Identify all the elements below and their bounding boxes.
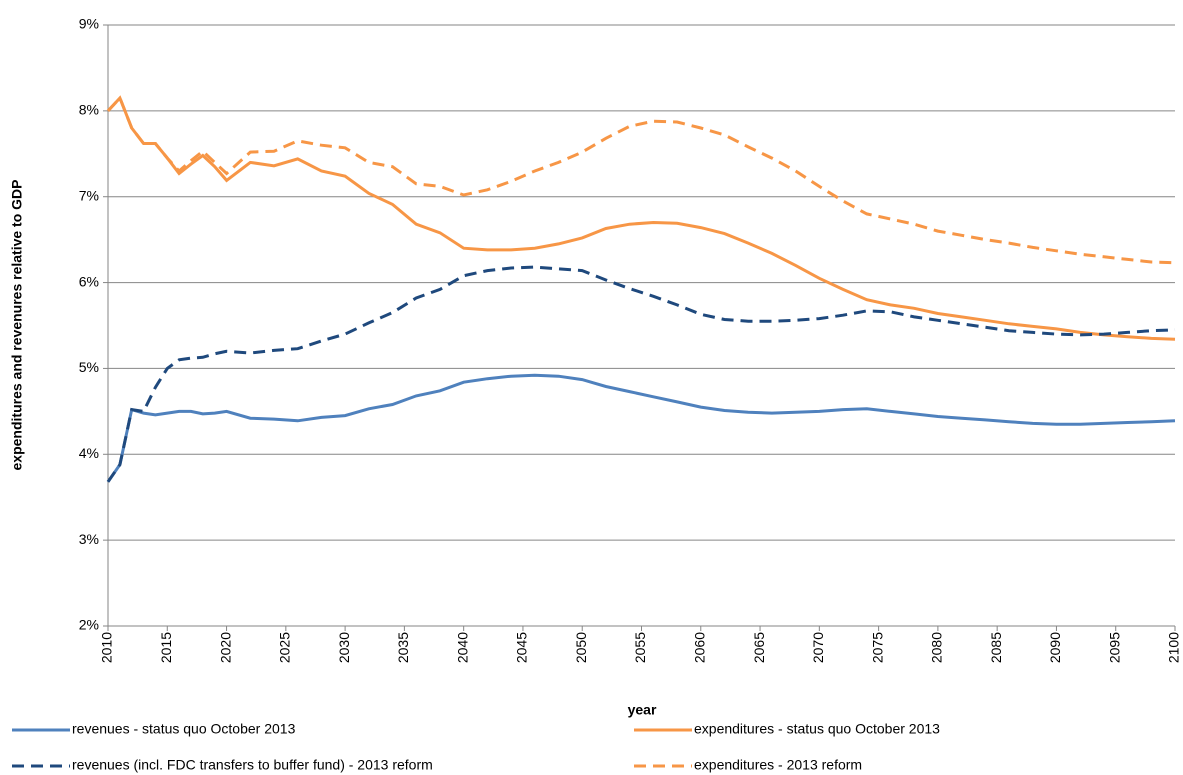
y-axis-title: expenditures and revenures relative to G… <box>9 180 25 471</box>
x-tick-label: 2095 <box>1106 632 1122 663</box>
x-tick-label: 2045 <box>514 632 530 663</box>
x-tick-label: 2100 <box>1166 632 1182 663</box>
x-tick-label: 2015 <box>158 632 174 663</box>
x-tick-label: 2060 <box>691 632 707 663</box>
y-tick-label: 9% <box>79 16 99 32</box>
legend-label: expenditures - 2013 reform <box>694 757 862 773</box>
series-line <box>106 373 1176 483</box>
series-line <box>106 95 1176 341</box>
x-tick-label: 2090 <box>1047 632 1063 663</box>
x-tick-label: 2080 <box>929 632 945 663</box>
series-line <box>106 95 1176 265</box>
x-tick-label: 2070 <box>810 632 826 663</box>
y-tick-label: 8% <box>79 102 99 118</box>
x-tick-label: 2065 <box>751 632 767 663</box>
y-tick-label: 2% <box>79 617 99 633</box>
legend-label: revenues (incl. FDC transfers to buffer … <box>72 757 433 773</box>
x-tick-label: 2050 <box>573 632 589 663</box>
legend-label: expenditures - status quo October 2013 <box>694 721 940 737</box>
y-tick-label: 5% <box>79 359 99 375</box>
y-tick-label: 4% <box>79 445 99 461</box>
x-tick-label: 2055 <box>632 632 648 663</box>
x-tick-label: 2035 <box>395 632 411 663</box>
x-tick-label: 2075 <box>869 632 885 663</box>
x-tick-label: 2030 <box>336 632 352 663</box>
x-tick-label: 2085 <box>988 632 1004 663</box>
y-tick-label: 7% <box>79 187 99 203</box>
series-line <box>106 265 1176 483</box>
x-axis-title: year <box>628 702 657 718</box>
x-tick-label: 2025 <box>277 632 293 663</box>
y-tick-label: 3% <box>79 531 99 547</box>
legend-label: revenues - status quo October 2013 <box>72 721 296 737</box>
x-tick-label: 2020 <box>217 632 233 663</box>
x-tick-label: 2040 <box>454 632 470 663</box>
y-tick-label: 6% <box>79 273 99 289</box>
x-tick-label: 2010 <box>99 632 115 663</box>
